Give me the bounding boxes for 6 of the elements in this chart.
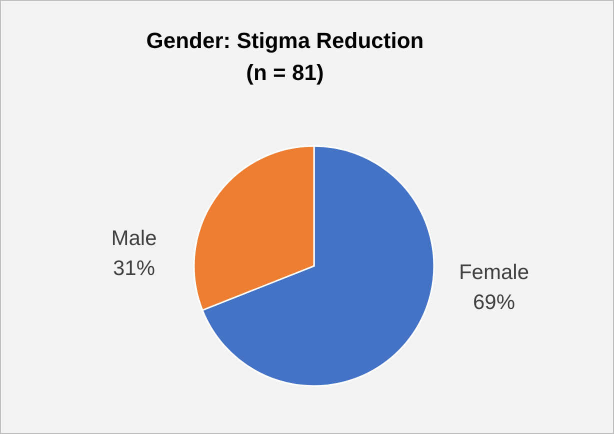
slice-label: Female [458,260,530,284]
chart-subtitle: (n = 81) [246,60,324,85]
chart-title: Gender: Stigma Reduction [146,28,424,53]
data-label: 31% [112,257,156,280]
slice-label: Male [111,227,157,250]
data-label: 69% [472,290,516,314]
